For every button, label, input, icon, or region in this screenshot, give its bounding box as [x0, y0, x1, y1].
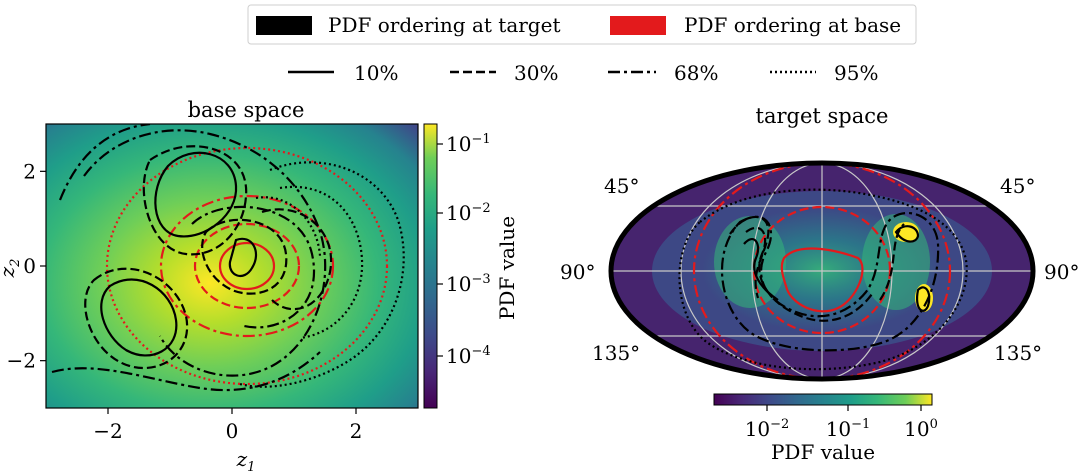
base-black-contour-68-inner	[191, 205, 315, 329]
base-x-label: z1	[236, 447, 256, 472]
legend-frame	[247, 4, 917, 45]
base-colorbar-gradient	[423, 123, 438, 409]
legend-label-base: PDF ordering at base	[684, 13, 901, 37]
target-space-title: target space	[756, 104, 889, 128]
base-black-contour-30-right	[261, 208, 333, 311]
base-red-contour-30	[193, 222, 301, 310]
legend-swatch-base	[610, 16, 666, 35]
base-colorbar-tick-label: 10−2	[446, 201, 491, 225]
base-red-contour-95	[105, 146, 389, 386]
base-colorbar-tick-label: 10−4	[446, 344, 491, 368]
legend-level-30: 30%	[514, 61, 558, 85]
target-black-contour-30-right	[879, 223, 905, 301]
legend-swatch-target	[256, 16, 312, 35]
legend-label-target: PDF ordering at target	[328, 13, 560, 37]
graticule-meridian-outer	[680, 163, 964, 379]
legend: PDF ordering at target PDF ordering at b…	[247, 4, 917, 85]
base-x-tick-label: −2	[93, 419, 122, 443]
target-black-contour-10-lower	[916, 286, 931, 312]
target-red-contour-68	[692, 163, 952, 379]
target-map-frame	[608, 160, 1036, 382]
base-space-title: base space	[188, 98, 305, 122]
base-y-tick-label: 2	[23, 159, 36, 183]
base-space-panel: base space −2 0 2 z1	[0, 98, 519, 472]
base-x-label-subscript: 1	[247, 460, 255, 472]
base-black-contour-68-corner	[58, 124, 151, 201]
target-red-contour-10	[780, 247, 864, 313]
base-colorbar: 10−1 10−2 10−3 10−4 PDF value	[423, 123, 519, 409]
base-x-tick-label: 0	[226, 419, 239, 443]
target-graticule	[611, 163, 1033, 379]
base-y-axis: −202 z2	[0, 159, 46, 373]
lat-label-upper-left: 45°	[604, 174, 639, 198]
legend-level-10: 10%	[354, 61, 398, 85]
base-x-label-letter: z	[236, 447, 248, 471]
base-black-contour-68-outer	[83, 129, 327, 377]
base-black-contour-30-upper	[142, 145, 248, 256]
lat-label-lower-left: 135°	[592, 341, 640, 365]
target-colorbar: 10−2 10−1 100 PDF value	[713, 393, 938, 464]
base-colorbar-tick-label: 10−1	[446, 132, 491, 156]
target-red-contour-30	[752, 205, 892, 335]
base-heatmap	[46, 124, 418, 408]
base-colorbar-tick-label: 10−3	[446, 272, 491, 296]
lat-label-right: 90°	[1044, 260, 1079, 284]
target-black-contour-10-left	[743, 238, 779, 301]
base-y-label-letter: z	[0, 266, 19, 278]
base-black-contour-95-outer	[239, 161, 405, 388]
base-x-axis: −2 0 2 z1	[93, 408, 362, 472]
base-black-contour-95-inner	[255, 196, 322, 257]
base-black-contour-10-center	[228, 237, 258, 278]
base-black-contour-30-center	[201, 218, 288, 295]
base-colorbar-label: PDF value	[495, 216, 519, 320]
target-black-contour-10-upper	[894, 225, 920, 243]
base-black-contour-10-upper	[154, 151, 238, 238]
lat-label-upper-right: 45°	[1000, 174, 1035, 198]
target-colorbar-tick-label: 100	[904, 417, 938, 441]
legend-level-95: 95%	[834, 61, 878, 85]
base-y-tick-label: 0	[23, 254, 36, 278]
base-black-contour-30-lower	[84, 267, 189, 370]
target-colorbar-label: PDF value	[771, 440, 875, 464]
base-y-tick-label: −2	[7, 349, 36, 373]
base-red-contour-68	[159, 194, 335, 338]
lat-label-left: 90°	[560, 260, 595, 284]
target-colorbar-tick-label: 10−1	[826, 417, 871, 441]
base-red-contour-10	[218, 241, 276, 291]
target-black-contour-95	[678, 188, 968, 371]
target-black-contour-68	[720, 212, 940, 352]
target-space-panel: target space	[560, 104, 1079, 464]
base-black-contour-68-bottom	[51, 351, 321, 392]
base-black-contour-10-lower	[100, 278, 178, 357]
target-colorbar-tick-label: 10−2	[745, 417, 790, 441]
legend-level-68: 68%	[674, 61, 718, 85]
base-y-label-subscript: 2	[8, 259, 23, 268]
lat-label-lower-right: 135°	[994, 341, 1042, 365]
base-y-label: z2	[0, 259, 23, 279]
base-x-tick-label: 2	[350, 419, 363, 443]
target-heatmap	[611, 163, 1033, 379]
target-black-contour-30-arc	[729, 215, 770, 299]
target-colorbar-gradient	[713, 393, 933, 406]
